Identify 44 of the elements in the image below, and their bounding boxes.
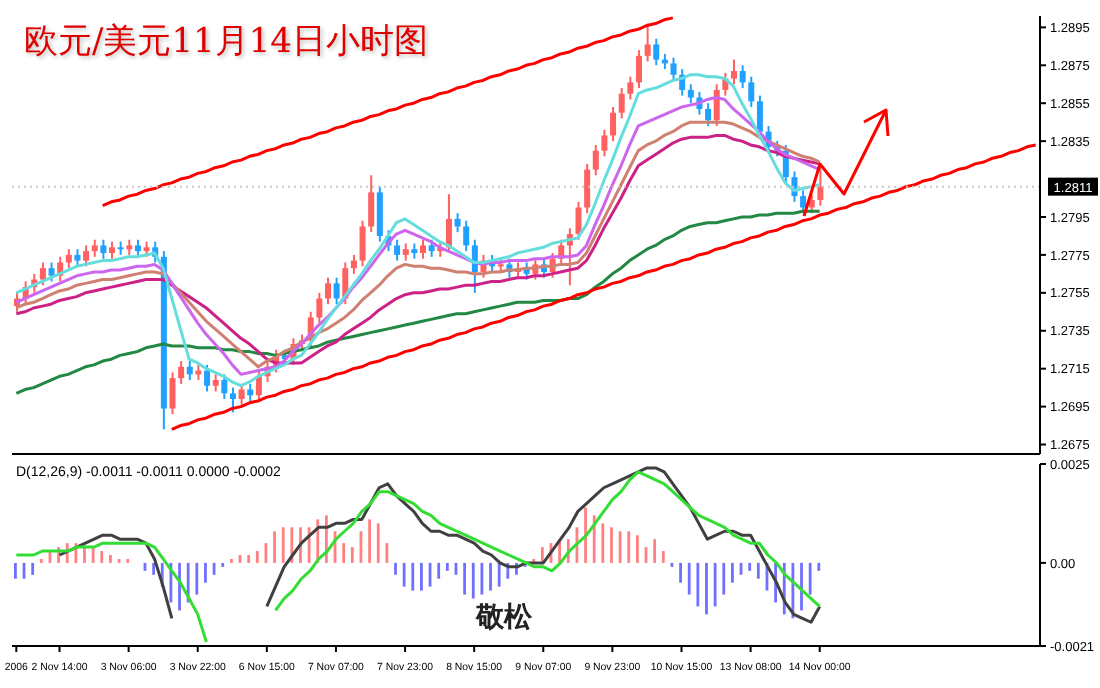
candlestick	[610, 106, 617, 143]
candlestick	[817, 166, 824, 207]
line-series	[14, 209, 822, 395]
candlestick	[653, 37, 660, 67]
candlestick	[644, 22, 651, 63]
candlestick	[376, 185, 383, 243]
candlestick	[229, 386, 236, 414]
candlestick	[454, 212, 461, 234]
candlestick	[100, 238, 107, 260]
line-series	[101, 16, 675, 208]
candlestick	[731, 58, 738, 86]
candlestick	[204, 363, 211, 393]
candlestick	[601, 128, 608, 158]
candlestick	[324, 276, 331, 306]
candlestick	[584, 162, 591, 215]
candlestick	[48, 261, 55, 283]
candlestick	[221, 373, 228, 401]
candlestick	[65, 248, 72, 270]
candlestick	[333, 276, 340, 306]
candlestick	[592, 143, 599, 177]
chart-title: 欧元/美元11月14日小时图	[24, 20, 428, 64]
candlestick	[359, 219, 366, 268]
candlestick	[575, 200, 582, 241]
candlestick	[169, 371, 176, 416]
candlestick	[627, 75, 634, 101]
candlestick	[420, 238, 427, 260]
candlestick	[316, 291, 323, 325]
annotation: 敬松	[476, 600, 532, 636]
candlestick	[705, 102, 712, 127]
candlestick	[618, 87, 625, 120]
candlestick	[394, 238, 401, 262]
candlestick	[739, 64, 746, 90]
candlestick	[255, 369, 262, 402]
line-series	[170, 143, 1038, 431]
candlestick	[350, 253, 357, 275]
candlestick	[670, 56, 677, 82]
candlestick	[368, 174, 375, 234]
candlestick	[748, 75, 755, 109]
candlestick	[463, 219, 470, 253]
candlestick	[178, 360, 185, 385]
candlestick	[687, 83, 694, 105]
candlestick	[39, 261, 46, 287]
candlestick	[186, 360, 193, 382]
candlestick	[635, 49, 642, 90]
